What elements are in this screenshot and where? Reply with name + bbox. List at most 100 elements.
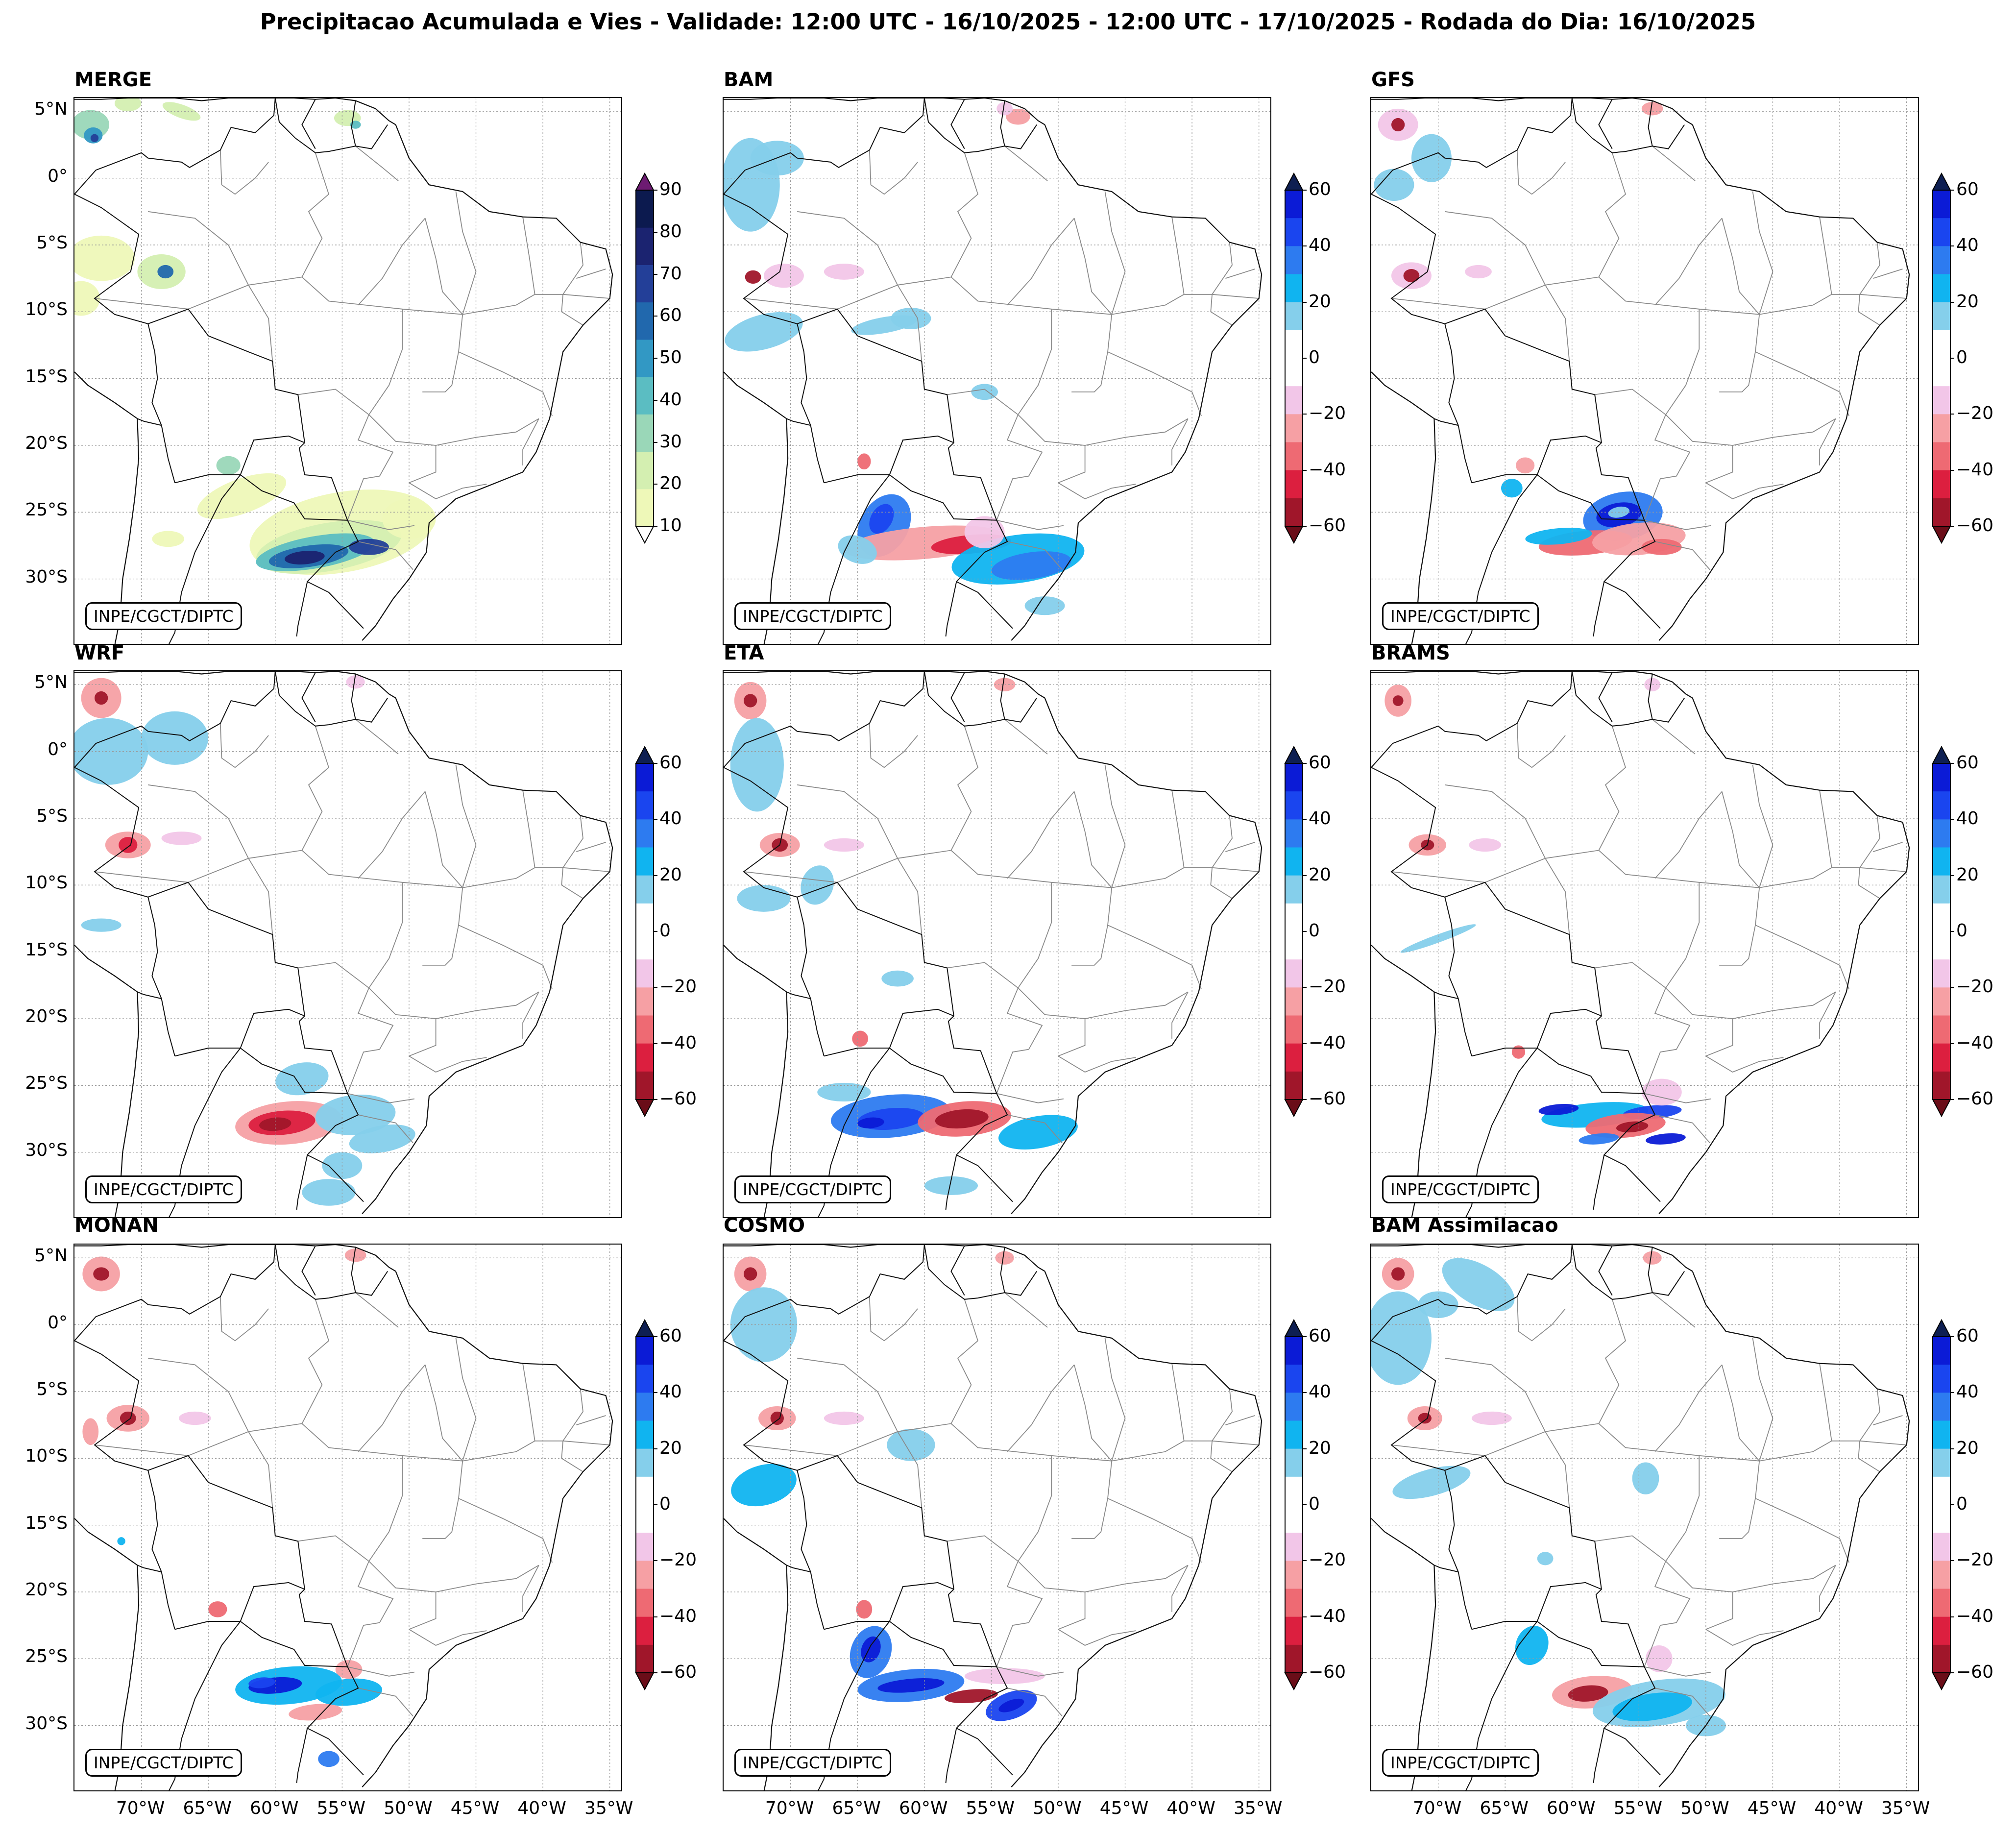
state-line <box>996 414 1043 521</box>
state-line <box>996 1666 1064 1677</box>
panel-title: MONAN <box>74 1214 159 1237</box>
state-line <box>1391 850 1907 888</box>
state-line <box>409 445 437 484</box>
state-line <box>522 1565 539 1612</box>
border-line <box>74 98 276 195</box>
state-line <box>219 723 269 768</box>
state-line <box>409 482 487 500</box>
state-boundaries <box>1391 719 1907 1144</box>
lat-tick-label: 5°S <box>36 1379 68 1399</box>
field-contours <box>74 98 436 575</box>
state-line <box>248 858 273 935</box>
colorbar-bin <box>636 190 654 228</box>
colorbar-bin <box>1933 190 1950 219</box>
colorbar-tick-label: −40 <box>1956 1606 1993 1626</box>
contour-blob <box>349 538 389 555</box>
colorbar-tick <box>654 526 657 527</box>
state-line <box>1859 242 1880 295</box>
state-line <box>1644 987 1691 1094</box>
border-line <box>74 194 364 629</box>
colorbar-bin <box>1933 358 1950 387</box>
lat-tick-label: 0° <box>48 1312 68 1333</box>
field-contours <box>1371 1251 1726 1736</box>
state-line <box>869 723 918 768</box>
state-line <box>950 1299 979 1424</box>
border-line <box>724 1340 1013 1776</box>
colorbar-bin <box>1285 1071 1303 1100</box>
state-line <box>1598 1299 1627 1424</box>
coast-line <box>1011 1271 1263 1787</box>
state-line <box>1752 191 1773 315</box>
contour-blob <box>1371 1291 1432 1385</box>
colorbar-tick <box>1950 301 1954 303</box>
contour-blob <box>285 550 325 565</box>
colorbar-tick <box>654 987 657 988</box>
colorbar-tick <box>654 1043 657 1044</box>
colorbar-bin <box>1285 1015 1303 1044</box>
state-line <box>347 1561 394 1667</box>
field-contours <box>82 1248 383 1767</box>
border-line <box>889 1048 997 1094</box>
colorbar-extend-bottom <box>635 526 655 544</box>
contour-blob <box>1641 538 1682 555</box>
colorbar-tick <box>1950 1448 1954 1449</box>
colorbar-bin <box>1933 1505 1950 1533</box>
lon-tick-label: 70°W <box>765 1798 814 1818</box>
state-line <box>1652 146 1696 181</box>
colorbar-bin <box>1285 218 1303 246</box>
colorbar <box>635 746 655 1117</box>
state-line <box>1644 519 1712 530</box>
state-line <box>1644 1093 1712 1103</box>
credit-label: INPE/CGCT/DIPTC <box>734 1749 891 1777</box>
colorbar <box>1932 746 1951 1117</box>
lon-tick-label: 40°W <box>1814 1798 1863 1818</box>
country-borders <box>74 98 389 644</box>
contour-blob <box>157 265 174 279</box>
colorbar-tick-label: 0 <box>1309 921 1320 941</box>
lat-tick-label: 10°S <box>25 873 68 893</box>
colorbar-tick <box>654 1672 657 1673</box>
colorbar-extend-bottom <box>1932 1672 1951 1690</box>
colorbar-bin <box>1933 498 1950 527</box>
colorbar-tick-label: 20 <box>659 473 682 494</box>
border-line <box>169 474 241 644</box>
border-line <box>301 1246 316 1296</box>
state-line <box>1391 276 1907 315</box>
contour-blob <box>857 453 871 470</box>
state-line <box>1007 1114 1063 1144</box>
state-line <box>409 1019 437 1057</box>
contour-blob <box>992 551 1071 580</box>
state-line <box>1017 309 1189 446</box>
border-line <box>1371 98 1573 195</box>
state-line <box>1654 1687 1710 1717</box>
state-line <box>1755 351 1850 416</box>
panel-title: WRF <box>74 642 125 664</box>
state-line <box>1545 285 1570 362</box>
colorbar-tick-label: 80 <box>659 221 682 242</box>
lon-tick-label: 55°W <box>1613 1798 1663 1818</box>
colorbar-tick-label: 0 <box>1956 347 1967 367</box>
lat-tick-label: 25°S <box>25 1646 68 1667</box>
colorbar <box>1932 172 1951 544</box>
gridlines <box>1371 671 1918 1217</box>
state-line <box>576 842 606 852</box>
panel-title: ETA <box>724 642 764 664</box>
contour-blob <box>1646 1645 1673 1672</box>
colorbar-bin <box>636 903 654 932</box>
gridlines <box>74 671 621 1217</box>
state-line <box>1752 764 1773 888</box>
border-line <box>240 474 348 521</box>
state-line <box>1107 925 1202 990</box>
contour-blob <box>1391 118 1405 132</box>
state-line <box>522 991 539 1039</box>
colorbar-tick <box>1303 1616 1307 1617</box>
border-line <box>137 991 162 1000</box>
field-contours <box>74 675 415 1206</box>
country-borders <box>74 671 389 1217</box>
colorbar-bin <box>1285 1476 1303 1505</box>
colorbar-bin <box>1933 987 1950 1016</box>
colorbar-tick <box>1303 819 1307 820</box>
border-line <box>147 1470 175 1630</box>
lon-tick-label: 60°W <box>1547 1798 1596 1818</box>
colorbar-tick-label: −20 <box>1956 977 1993 997</box>
